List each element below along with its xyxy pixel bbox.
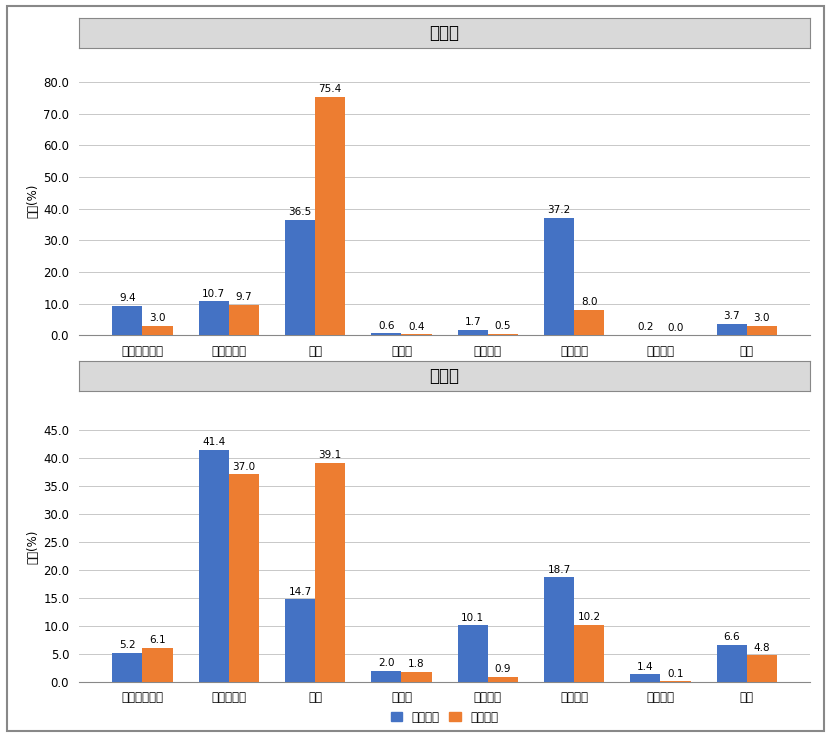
Text: 10.1: 10.1 bbox=[461, 613, 484, 623]
Bar bbox=[716, 324, 747, 335]
Text: 0.9: 0.9 bbox=[494, 665, 511, 674]
Bar bbox=[458, 330, 488, 335]
Bar bbox=[229, 304, 259, 335]
Bar bbox=[112, 652, 142, 682]
Text: 0.5: 0.5 bbox=[494, 321, 511, 331]
Text: 투자액: 투자액 bbox=[430, 367, 460, 385]
Text: 39.1: 39.1 bbox=[318, 450, 342, 461]
Bar bbox=[371, 671, 401, 682]
Text: 41.4: 41.4 bbox=[202, 438, 225, 447]
Text: 18.7: 18.7 bbox=[548, 565, 571, 575]
Legend: 단일과제, 융합과제: 단일과제, 융합과제 bbox=[386, 360, 504, 382]
Text: 0.1: 0.1 bbox=[667, 669, 684, 679]
Bar bbox=[142, 648, 173, 682]
Text: 0.2: 0.2 bbox=[637, 322, 653, 332]
Text: 3.0: 3.0 bbox=[754, 313, 770, 324]
Bar bbox=[401, 334, 431, 335]
Text: 과제수: 과제수 bbox=[430, 24, 460, 42]
Text: 9.4: 9.4 bbox=[119, 293, 135, 303]
Text: 75.4: 75.4 bbox=[318, 84, 342, 94]
Text: 10.7: 10.7 bbox=[202, 289, 225, 299]
Bar bbox=[315, 463, 346, 682]
Text: 0.4: 0.4 bbox=[408, 321, 425, 332]
Text: 4.8: 4.8 bbox=[754, 643, 770, 652]
Text: 6.1: 6.1 bbox=[150, 635, 166, 646]
Bar bbox=[543, 577, 574, 682]
Text: 37.0: 37.0 bbox=[233, 462, 255, 472]
Text: 6.6: 6.6 bbox=[723, 632, 740, 643]
Bar bbox=[747, 326, 777, 335]
Bar bbox=[630, 674, 661, 682]
Text: 1.8: 1.8 bbox=[408, 660, 425, 669]
Bar bbox=[285, 599, 315, 682]
Bar bbox=[285, 220, 315, 335]
Text: 0.6: 0.6 bbox=[378, 321, 395, 331]
Bar bbox=[747, 655, 777, 682]
Bar bbox=[574, 310, 604, 335]
Text: 2.0: 2.0 bbox=[378, 658, 395, 668]
Bar bbox=[199, 450, 229, 682]
Text: 1.7: 1.7 bbox=[465, 318, 481, 327]
Legend: 단일과제, 융합과제: 단일과제, 융합과제 bbox=[386, 706, 504, 728]
Bar bbox=[112, 306, 142, 335]
Bar bbox=[574, 624, 604, 682]
Bar bbox=[401, 671, 431, 682]
Y-axis label: 비중(%): 비중(%) bbox=[26, 184, 39, 218]
Text: 3.0: 3.0 bbox=[150, 313, 165, 324]
Text: 3.7: 3.7 bbox=[723, 311, 740, 321]
Text: 5.2: 5.2 bbox=[119, 640, 135, 650]
Bar bbox=[488, 334, 518, 335]
Bar bbox=[371, 333, 401, 335]
Text: 8.0: 8.0 bbox=[581, 298, 597, 307]
Bar bbox=[229, 475, 259, 682]
Bar bbox=[543, 217, 574, 335]
Text: 36.5: 36.5 bbox=[288, 207, 312, 217]
Text: 14.7: 14.7 bbox=[288, 587, 312, 597]
Text: 10.2: 10.2 bbox=[578, 612, 601, 622]
Bar bbox=[199, 301, 229, 335]
Y-axis label: 비중(%): 비중(%) bbox=[26, 530, 39, 565]
Bar bbox=[142, 326, 173, 335]
Text: 0.0: 0.0 bbox=[667, 323, 684, 333]
Text: 9.7: 9.7 bbox=[235, 292, 252, 302]
Bar bbox=[488, 677, 518, 682]
Bar bbox=[716, 645, 747, 682]
Text: 37.2: 37.2 bbox=[548, 205, 571, 215]
Bar bbox=[458, 625, 488, 682]
Bar bbox=[315, 97, 346, 335]
Text: 1.4: 1.4 bbox=[637, 662, 654, 671]
